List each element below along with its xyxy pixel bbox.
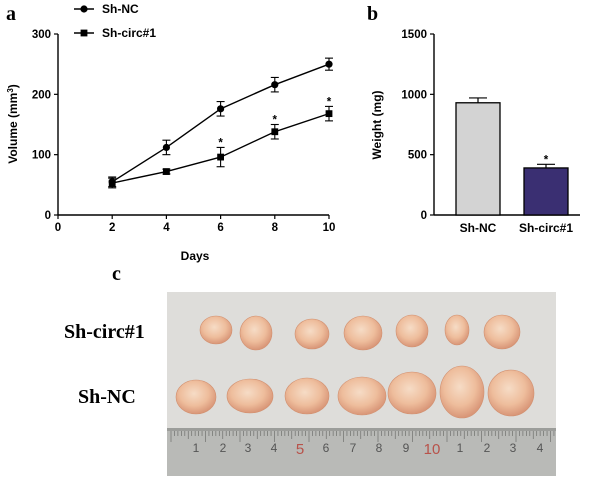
panel-c: c Sh-circ#1 Sh-NC 1 2 3 4 5 6 7 8 9 10 1 2 3 4	[64, 263, 556, 476]
legend-marker-circle	[80, 5, 88, 13]
ruler-number: 2	[484, 441, 491, 455]
tumor-sh-nc	[226, 378, 274, 414]
panel-c-letter: c	[112, 263, 121, 285]
x-tick-label: 8	[272, 222, 279, 234]
bar-y-axis-label: Weight (mg)	[370, 90, 384, 159]
x-tick-label: 4	[163, 222, 170, 234]
ruler: 1 2 3 4 5 6 7 8 9 10 1 2 3 4	[167, 428, 556, 476]
data-point-circle	[217, 105, 225, 113]
ruler-number: 3	[510, 441, 517, 455]
legend-label: Sh-circ#1	[102, 26, 156, 40]
x-tick-label: 0	[55, 222, 61, 234]
tumor-sh-nc	[284, 377, 330, 415]
ruler-number: 9	[403, 441, 410, 455]
bar-category-label: Sh-circ#1	[519, 221, 573, 235]
ruler-number: 1	[457, 441, 464, 455]
ruler-number: 4	[537, 441, 544, 455]
line-chart-marks: * * *	[108, 57, 333, 189]
tumor-sh-circ	[395, 314, 429, 348]
ruler-edge	[167, 428, 556, 431]
tumor-sh-circ	[239, 315, 273, 351]
data-point-square	[271, 128, 279, 136]
ruler-ticks	[170, 431, 555, 442]
panel-b: b 0 500 1000 1500 Sh-NC Sh-circ#1 * Weight (m…	[367, 3, 580, 235]
bar-chart-marks: *	[455, 97, 569, 216]
data-point-square	[108, 179, 116, 187]
legend-marker-square	[80, 29, 88, 37]
y-tick-label: 200	[32, 89, 51, 101]
tumor-sh-nc	[175, 379, 217, 415]
bar-significance-star: *	[544, 154, 549, 166]
tumor-sh-circ	[483, 314, 521, 350]
data-point-square	[217, 153, 224, 161]
panel-a-letter: a	[6, 3, 16, 25]
y-tick-label: 300	[32, 29, 51, 41]
y-tick-label: 0	[45, 210, 51, 222]
x-tick-label: 2	[109, 222, 115, 234]
ruler-number: 6	[323, 441, 330, 455]
ruler-number: 4	[271, 441, 278, 455]
bar-y-tick-label: 0	[421, 210, 427, 222]
tumor-sh-circ	[294, 318, 330, 350]
bar-y-tick-label: 1500	[401, 29, 427, 41]
bar-category-label: Sh-NC	[460, 221, 497, 235]
x-axis-label: Days	[181, 249, 210, 263]
ruler-numbers: 1 2 3 4 5 6 7 8 9 10 1 2 3 4	[193, 441, 544, 458]
legend-label: Sh-NC	[102, 2, 139, 16]
tumor-sh-circ	[199, 315, 233, 345]
panel-b-letter: b	[367, 3, 378, 25]
y-axis-label: Volume (mm3)	[6, 84, 20, 164]
bar-y-tick-label: 1000	[401, 89, 427, 101]
bar-y-tick-label: 500	[408, 150, 427, 162]
data-point-circle	[325, 60, 333, 68]
significance-star: *	[327, 96, 332, 108]
data-point-circle	[162, 143, 170, 152]
data-point-square	[325, 110, 333, 118]
significance-star: *	[273, 115, 278, 127]
significance-star: *	[218, 137, 223, 149]
bar	[523, 167, 569, 216]
tumor-sh-nc	[387, 371, 437, 415]
tumor-sh-nc	[337, 376, 387, 416]
ruler-number: 10	[424, 441, 441, 458]
ruler-number: 5	[296, 441, 304, 458]
x-tick-label: 10	[323, 222, 336, 234]
data-point-circle	[271, 81, 279, 89]
ruler-number: 8	[376, 441, 383, 455]
ruler-number: 2	[220, 441, 227, 455]
ruler-number: 7	[350, 441, 357, 455]
row-label-sh-nc: Sh-NC	[78, 386, 136, 408]
ruler-number: 3	[245, 441, 252, 455]
tumor-photo	[175, 314, 535, 419]
row-label-sh-circ: Sh-circ#1	[64, 321, 145, 343]
y-tick-label: 100	[32, 150, 51, 162]
tumor-sh-nc	[487, 369, 535, 417]
tumor-sh-circ	[444, 314, 470, 346]
line-chart-legend: Sh-NC Sh-circ#1	[74, 2, 156, 40]
ruler-body	[167, 428, 556, 476]
bar-chart-axes: 0 500 1000 1500 Sh-NC Sh-circ#1	[401, 29, 580, 235]
ruler-number: 1	[193, 441, 200, 455]
tumor-sh-circ	[343, 315, 383, 351]
tumor-sh-nc	[439, 365, 485, 419]
bar	[455, 102, 501, 216]
data-point-square	[163, 168, 170, 175]
x-tick-label: 6	[217, 222, 223, 234]
